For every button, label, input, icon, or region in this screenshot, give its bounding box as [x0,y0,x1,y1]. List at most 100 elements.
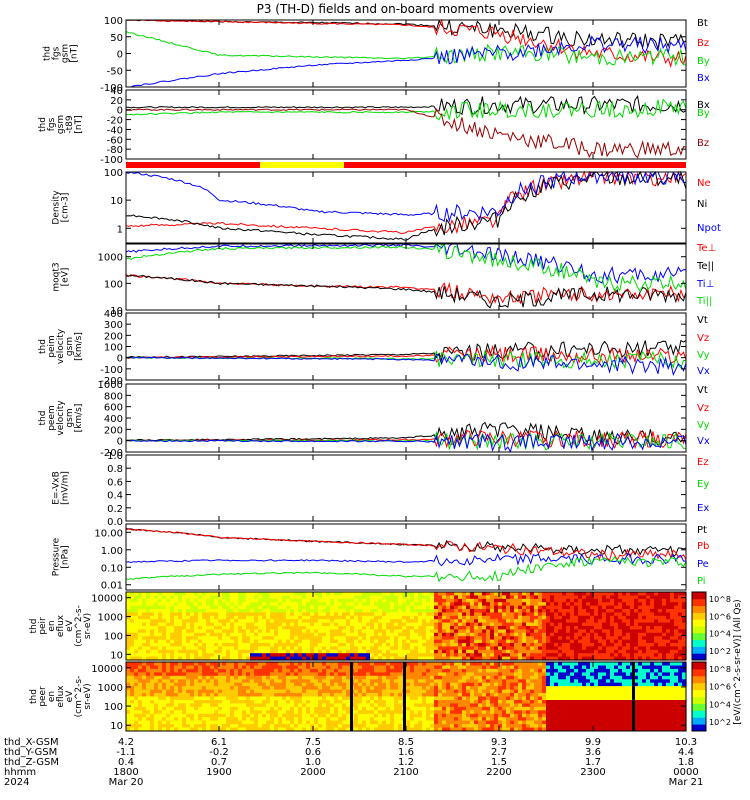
heatmap-cell [126,646,131,651]
heatmap-cell [306,622,311,627]
heatmap-cell [394,605,399,610]
heatmap-cell [238,622,243,627]
heatmap-cell [538,609,543,613]
heatmap-cell [546,605,551,610]
heatmap-cell [382,592,387,596]
heatmap-cell [250,646,255,651]
heatmap-cell [174,706,179,711]
heatmap-cell [334,626,339,630]
heatmap-cell [450,703,455,708]
heatmap-cell [578,595,583,600]
heatmap-cell [206,717,211,722]
series-line-Te|| [125,274,687,309]
heatmap-cell [574,612,579,617]
heatmap-cell [190,619,195,624]
heatmap-cell [182,706,187,711]
heatmap-cell [534,626,539,630]
heatmap-cell [394,693,399,697]
heatmap-cell [310,612,315,617]
heatmap-cell [418,653,423,658]
heatmap-cell [386,689,391,694]
heatmap-cell [278,703,283,708]
heatmap-cell [494,605,499,610]
heatmap-cell [202,665,207,670]
heatmap-cell [390,609,395,613]
heatmap-cell [202,639,207,644]
heatmap-cell [394,710,399,715]
heatmap-cell [478,706,483,711]
heatmap-cell [366,668,371,673]
heatmap-cell [318,636,323,641]
heatmap-cell [242,717,247,722]
heatmap-cell [334,710,339,715]
heatmap-cell [250,720,255,725]
heatmap-cell [158,689,163,694]
heatmap-cell [218,595,223,600]
heatmap-cell [454,675,459,680]
heatmap-cell [682,622,687,627]
heatmap-cell [170,727,175,732]
heatmap-cell [262,710,267,715]
heatmap-cell [146,672,151,677]
heatmap-cell [134,713,139,718]
heatmap-cell [258,615,263,620]
heatmap-cell [618,643,623,647]
heatmap-cell [310,717,315,722]
heatmap-cell [270,629,275,634]
heatmap-cell [414,649,419,654]
heatmap-cell [250,598,255,603]
heatmap-cell [478,686,483,691]
heatmap-cell [342,668,347,673]
heatmap-cell [482,686,487,691]
heatmap-cell [446,595,451,600]
heatmap-cell [218,629,223,634]
heatmap-cell [514,615,519,620]
heatmap-cell [414,612,419,617]
heatmap-cell [598,598,603,603]
heatmap-cell [190,632,195,637]
heatmap-cell [682,598,687,603]
heatmap-cell [318,653,323,658]
heatmap-cell [442,665,447,670]
heatmap-cell [166,689,171,694]
heatmap-cell [422,686,427,691]
heatmap-cell [258,720,263,725]
heatmap-cell [158,598,163,603]
heatmap-cell [262,619,267,624]
heatmap-cell [354,703,359,708]
heatmap-cell [422,639,427,644]
heatmap-cell [378,665,383,670]
legend-Ne: Ne [697,178,711,189]
heatmap-cell [294,686,299,691]
heatmap-cell [318,706,323,711]
heatmap-cell [278,626,283,630]
heatmap-cell [142,675,147,680]
heatmap-cell [506,595,511,600]
heatmap-cell [290,656,295,661]
heatmap-cell [546,612,551,617]
heatmap-cell [278,682,283,687]
heatmap-cell [166,665,171,670]
heatmap-cell [446,717,451,722]
heatmap-cell [270,653,275,658]
heatmap-cell [274,609,279,613]
heatmap-cell [374,675,379,680]
heatmap-cell [250,679,255,684]
heatmap-cell [262,598,267,603]
heatmap-cell [250,668,255,673]
heatmap-cell [318,646,323,651]
heatmap-cell [594,615,599,620]
heatmap-cell [650,609,655,613]
heatmap-cell [294,646,299,651]
heatmap-cell [210,696,215,701]
heatmap-cell [486,679,491,684]
heatmap-cell [446,609,451,613]
heatmap-cell [198,619,203,624]
heatmap-cell [314,672,319,677]
heatmap-cell [282,605,287,610]
heatmap-cell [406,626,411,630]
heatmap-cell [450,700,455,704]
heatmap-cell [350,595,355,600]
heatmap-cell [674,632,679,637]
heatmap-cell [322,700,327,704]
